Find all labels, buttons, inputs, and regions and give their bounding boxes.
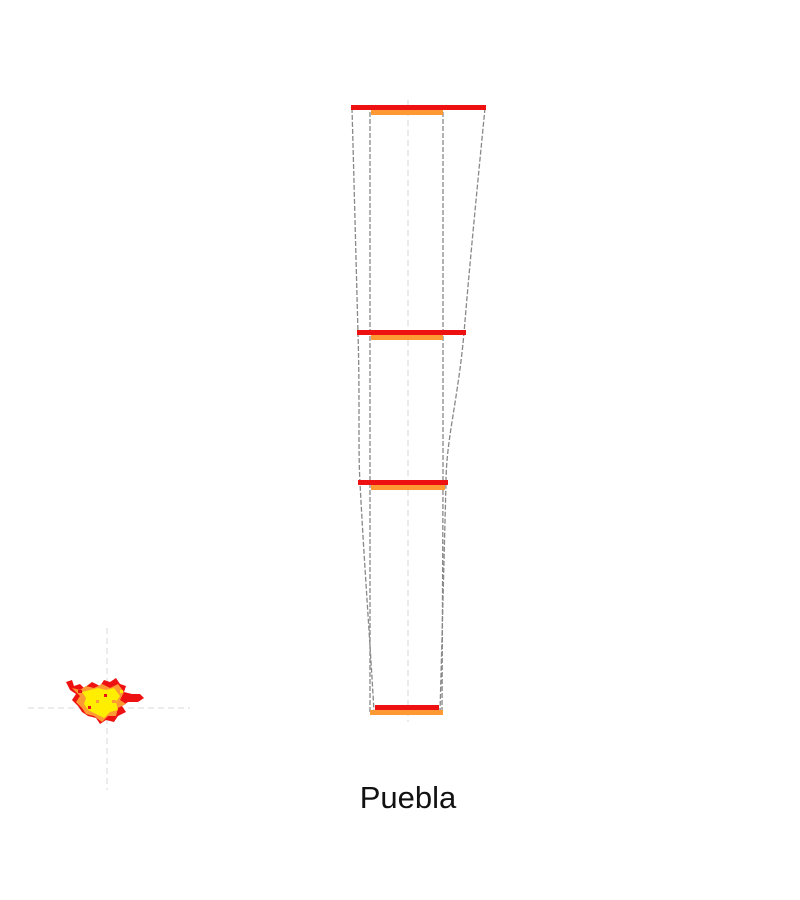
bar-series-a-level-4 <box>375 705 439 710</box>
bar-series-a-level-2 <box>357 330 466 335</box>
bar-series-b-level-2 <box>371 335 443 340</box>
outer-outline-right <box>439 107 486 713</box>
bar-series-b-level-1 <box>371 110 443 115</box>
bar-series-a-level-3 <box>358 480 448 485</box>
urban-footprint-map <box>66 678 144 724</box>
city-name-label: Puebla <box>360 780 457 815</box>
inner-outline-right <box>441 112 444 713</box>
bar-series-b-level-3 <box>371 485 445 490</box>
bar-series-b-level-4 <box>370 710 443 715</box>
outer-outline-left <box>351 107 375 713</box>
bar-series-a-level-1 <box>351 105 486 110</box>
